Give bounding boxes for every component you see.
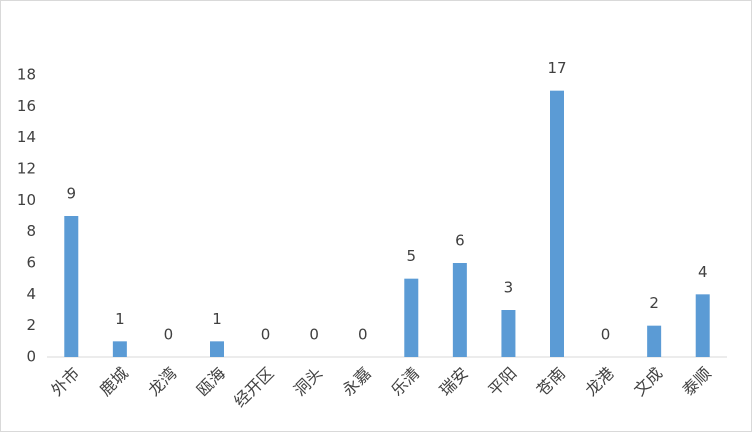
x-tick-label: 瑞安 <box>436 364 472 400</box>
y-tick-label: 18 <box>17 66 36 84</box>
data-label: 4 <box>698 263 708 281</box>
x-tick-label: 苍南 <box>533 364 569 400</box>
bar <box>695 294 710 357</box>
data-label: 17 <box>547 59 566 77</box>
bar <box>112 341 127 357</box>
bar <box>501 310 516 357</box>
x-tick-label: 经开区 <box>230 364 277 411</box>
y-tick-label: 16 <box>17 97 36 115</box>
y-tick-label: 12 <box>17 160 36 178</box>
data-label: 9 <box>67 185 77 203</box>
y-tick-label: 4 <box>26 285 36 303</box>
x-tick-label: 平阳 <box>484 364 520 400</box>
x-tick-label: 永嘉 <box>339 364 375 400</box>
data-label: 1 <box>212 310 222 328</box>
bar <box>452 263 467 357</box>
y-tick-label: 14 <box>17 128 36 146</box>
data-label: 0 <box>309 326 319 344</box>
x-tick-label: 洞头 <box>290 364 326 400</box>
bar <box>550 90 564 358</box>
data-label: 6 <box>455 232 465 250</box>
x-tick-label: 泰顺 <box>679 364 715 400</box>
y-tick-label: 2 <box>26 316 36 334</box>
x-tick-label: 龙港 <box>582 364 618 400</box>
y-tick-label: 6 <box>26 254 36 272</box>
data-label: 0 <box>358 326 368 344</box>
y-tick-label: 8 <box>26 222 36 240</box>
x-tick-label: 瓯海 <box>193 364 229 400</box>
bar <box>64 216 79 357</box>
x-tick-label: 文成 <box>630 364 666 400</box>
data-label: 0 <box>261 326 271 344</box>
x-tick-label: 外市 <box>47 364 83 400</box>
data-label: 0 <box>164 326 174 344</box>
y-tick-label: 10 <box>17 191 36 209</box>
data-label: 3 <box>504 279 514 297</box>
y-tick-label: 0 <box>26 348 36 366</box>
data-label: 2 <box>649 294 659 312</box>
bar <box>210 341 224 357</box>
data-label: 1 <box>115 310 125 328</box>
data-label: 0 <box>601 326 611 344</box>
x-tick-label: 乐清 <box>387 364 423 400</box>
bar <box>404 278 419 357</box>
data-label: 5 <box>407 247 417 265</box>
x-tick-label: 龙湾 <box>144 364 180 400</box>
bar <box>647 325 662 357</box>
x-tick-label: 鹿城 <box>96 364 132 400</box>
